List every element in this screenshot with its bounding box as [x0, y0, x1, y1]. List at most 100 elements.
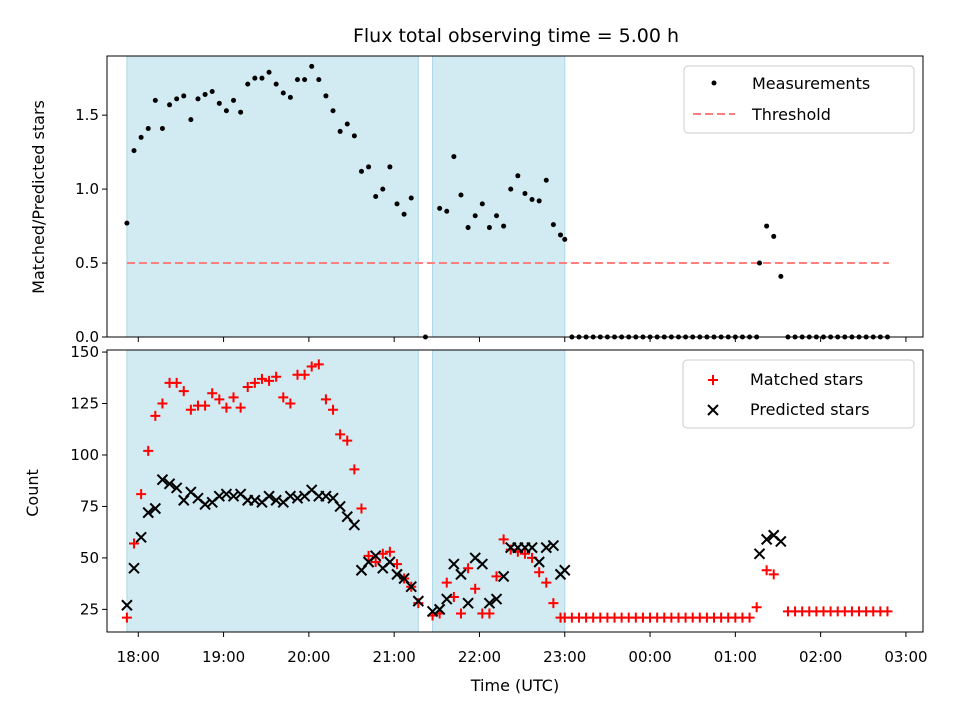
matched-star-point-18	[242, 382, 253, 393]
measurement-point-1-11	[195, 96, 201, 102]
predicted-star-point-41	[405, 581, 417, 593]
measurement-point-1-58	[543, 177, 549, 183]
predicted-star-point-66	[775, 535, 787, 548]
measurement-point-1-60	[557, 232, 563, 238]
measurement-point-1-12	[202, 91, 208, 97]
bottom-legend: Matched stars Predicted stars	[682, 359, 915, 429]
matched-star-point-36	[370, 557, 381, 568]
bottom-plot-frame	[106, 349, 924, 633]
matched-star-point-60	[548, 598, 559, 609]
predicted-star-point-47	[455, 568, 467, 581]
predicted-star-point-36	[369, 550, 382, 562]
matched-star-point-56	[519, 548, 530, 559]
predicted-star-point-15	[220, 488, 233, 500]
matched-star-point-1	[121, 612, 132, 623]
x-tick-label-2: 19:00	[202, 648, 245, 666]
measurement-point-1-14	[216, 100, 222, 106]
measurement-point-1-32	[344, 121, 350, 127]
measurement-point-1-1	[124, 220, 130, 226]
matched-star-point-49	[470, 583, 481, 594]
matched-star-point-21	[264, 375, 275, 386]
matched-star-point-35	[363, 550, 374, 561]
measurement-point-1-38	[387, 164, 393, 170]
bottom-panel: 25 50 75 100 125 150 18:00 19:00 20:00 21:00 22:00…	[70, 343, 927, 666]
bottom-y-tick-label-2: 50	[80, 549, 99, 567]
bottom-y-tick-label-1: 25	[80, 600, 99, 618]
matched-star-point-6	[157, 398, 168, 409]
bottom-shaded-window-2	[432, 349, 566, 633]
legend-label-predicted: Predicted stars	[750, 400, 870, 419]
measurement-point-1-26	[302, 77, 308, 83]
predicted-star-point-22	[270, 494, 282, 506]
measurement-point-1-2	[131, 148, 137, 154]
matched-star-point-5	[150, 410, 161, 421]
matched-star-point-14	[214, 394, 225, 405]
matched-star-point-9	[178, 386, 189, 397]
bottom-y-tick-label-3: 75	[80, 497, 99, 515]
measurement-point-1-55	[522, 191, 528, 197]
predicted-star-point-25	[291, 492, 304, 504]
matched-star-point-20	[256, 373, 267, 384]
matched-star-point-52	[491, 571, 502, 582]
x-tick-label-10: 03:00	[884, 648, 927, 666]
measurement-point-1-56	[529, 196, 535, 202]
matched-star-point-47	[455, 608, 466, 619]
measurement-point-1-48	[472, 213, 478, 219]
matched-star-point-24	[285, 398, 296, 409]
predicted-star-point-50	[476, 558, 489, 570]
legend-label-matched: Matched stars	[750, 370, 863, 389]
predicted-star-point-51	[483, 597, 496, 609]
measurement-point-1-19	[252, 75, 258, 81]
measurement-point-1-8	[174, 96, 180, 102]
measurement-point-1-25	[294, 77, 300, 83]
matched-star-point-46	[448, 592, 459, 603]
predicted-star-point-60	[547, 539, 560, 552]
legend-label-threshold: Threshold	[751, 105, 831, 124]
matched-star-point-37	[377, 548, 388, 559]
measurement-point-1-21	[266, 69, 272, 75]
measurement-point-1-59	[550, 222, 556, 228]
predicted-star-point-3	[135, 531, 147, 544]
matched-star-point-29	[320, 394, 331, 405]
measurement-point-1-5	[152, 97, 158, 103]
measurement-point-1-22	[273, 81, 279, 87]
x-tick-label-6: 23:00	[543, 648, 586, 666]
bottom-shaded-window-1	[126, 349, 419, 633]
bottom-y-tick-label-5: 125	[70, 395, 99, 413]
x-tick-label-3: 20:00	[287, 648, 330, 666]
measurement-point-1-30	[330, 108, 336, 114]
measurement-point-1-7	[167, 102, 173, 108]
measurement-point-1-34	[358, 168, 364, 174]
measurement-point-1-13	[209, 88, 215, 94]
measurement-point-1-40	[401, 211, 407, 217]
matched-star-point-106	[882, 606, 893, 617]
measurement-point-1-15	[223, 108, 229, 114]
predicted-star-point-52	[490, 593, 503, 605]
matched-star-point-31	[335, 429, 346, 440]
matched-star-point-32	[342, 435, 353, 446]
predicted-star-point-33	[348, 519, 361, 531]
matched-star-point-28	[313, 359, 324, 370]
predicted-star-point-14	[213, 490, 226, 502]
predicted-star-point-1	[121, 599, 133, 611]
top-panel: 0.0 0.5 1.0 1.5 Measurements Threshold	[75, 55, 924, 346]
bottom-legend-box	[682, 359, 915, 429]
measurement-point-1-44	[444, 208, 450, 214]
predicted-star-point-62	[559, 564, 571, 576]
measurement-point-1-63	[764, 223, 770, 229]
predicted-star-point-4	[142, 506, 154, 519]
matched-star-point-38	[384, 546, 395, 557]
x-tick-label-8: 01:00	[714, 648, 757, 666]
predicted-star-point-12	[199, 498, 211, 511]
matched-star-point-23	[278, 392, 289, 403]
top-y-tick-label-3: 1.0	[75, 180, 99, 198]
top-y-axis-label: Matched/Predicted stars	[29, 100, 48, 294]
top-shaded-window-1	[126, 55, 419, 338]
measurement-point-1-53	[508, 186, 514, 192]
predicted-star-point-48	[462, 597, 474, 609]
chart-title: Flux total observing time = 5.00 h	[353, 25, 679, 47]
measurement-point-1-36	[373, 194, 379, 199]
measurement-point-1-45	[451, 154, 457, 160]
predicted-star-point-24	[284, 490, 297, 502]
